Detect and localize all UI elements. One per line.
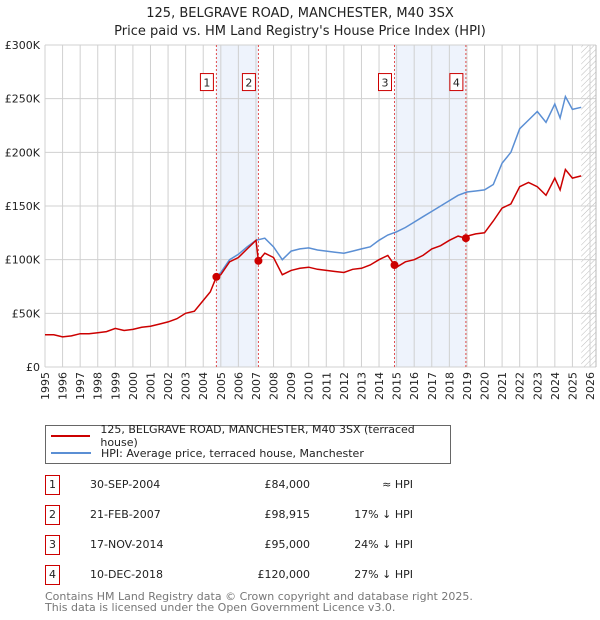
x-tick-label: 2025 xyxy=(566,372,579,400)
x-tick-label: 2017 xyxy=(426,372,439,400)
x-tick-label: 1996 xyxy=(57,372,70,400)
x-tick-label: 2011 xyxy=(320,372,333,400)
x-tick-label: 2015 xyxy=(391,372,404,400)
x-tick-label: 2023 xyxy=(531,372,544,400)
sale-label-number: 4 xyxy=(453,77,460,90)
x-tick-label: 1998 xyxy=(92,372,105,400)
x-tick-label: 2018 xyxy=(443,372,456,400)
hpi-comparison: 27% ↓ HPI xyxy=(354,568,413,581)
sale-label-number: 3 xyxy=(382,77,389,90)
legend-item-hpi: HPI: Average price, terraced house, Manc… xyxy=(51,445,364,461)
legend-label: 125, BELGRAVE ROAD, MANCHESTER, M40 3SX … xyxy=(100,423,415,449)
x-tick-label: 2010 xyxy=(303,372,316,400)
y-tick-label: £250K xyxy=(5,93,41,106)
x-tick-label: 2009 xyxy=(285,372,298,400)
y-tick-label: £50K xyxy=(12,307,41,320)
x-tick-label: 2004 xyxy=(197,372,210,400)
y-tick-label: £200K xyxy=(5,146,41,159)
legend-item-property: 125, BELGRAVE ROAD, MANCHESTER, M40 3SX … xyxy=(51,423,450,449)
sale-date: 10-DEC-2018 xyxy=(90,568,164,581)
legend-swatch-blue xyxy=(51,452,91,454)
price-chart: 1995 1996 1997 1998 1999 2000 2001 2002 2003 2004… xyxy=(5,39,597,400)
sale-label-box xyxy=(199,73,214,92)
x-tick-label: 2024 xyxy=(549,372,562,400)
sale-date: 21-FEB-2007 xyxy=(90,508,161,521)
sale-point xyxy=(390,261,399,270)
sale-price: £84,000 xyxy=(264,478,311,491)
legend: 125, BELGRAVE ROAD, MANCHESTER, M40 3SX … xyxy=(45,423,451,464)
x-tick-label: 2021 xyxy=(496,372,509,400)
x-tick-label: 2020 xyxy=(479,372,492,400)
x-tick-label: 2001 xyxy=(144,372,157,400)
chart-subtitle: Price paid vs. HM Land Registry's House … xyxy=(114,24,486,39)
y-tick-label: £150K xyxy=(5,200,41,213)
x-tick-label: 1995 xyxy=(39,372,52,400)
sale-price: £120,000 xyxy=(257,568,311,581)
x-tick-label: 1997 xyxy=(74,372,87,400)
transaction-row: 1 30-SEP-2004 £84,000 ≈ HPI xyxy=(45,475,465,495)
x-tick-label: 2002 xyxy=(162,372,175,400)
x-tick-label: 2022 xyxy=(514,372,527,400)
sale-point xyxy=(254,256,263,265)
x-tick-label: 2014 xyxy=(373,372,386,400)
x-tick-label: 2000 xyxy=(127,372,140,400)
sale-point xyxy=(461,234,470,243)
sale-price: £95,000 xyxy=(264,538,311,551)
chart-title: 125, BELGRAVE ROAD, MANCHESTER, M40 3SX xyxy=(146,6,454,21)
x-tick-label: 2006 xyxy=(232,372,245,400)
x-tick-label: 2008 xyxy=(268,372,281,400)
hpi-comparison: 24% ↓ HPI xyxy=(354,538,413,551)
footer-licence: This data is licensed under the Open Gov… xyxy=(45,601,396,614)
sale-number-badge: 2 xyxy=(45,505,60,525)
y-tick-label: £100K xyxy=(5,254,41,267)
x-tick-label: 1999 xyxy=(109,372,122,400)
x-tick-label: 2013 xyxy=(355,372,368,400)
hpi-comparison: 17% ↓ HPI xyxy=(354,508,413,521)
x-tick-label: 2012 xyxy=(338,372,351,400)
legend-label: HPI: Average price, terraced house, Manc… xyxy=(101,446,364,460)
sale-label-box xyxy=(449,73,464,92)
sale-date: 30-SEP-2004 xyxy=(90,478,161,491)
sale-label-number: 1 xyxy=(203,77,210,90)
footer-copyright: Contains HM Land Registry data © Crown c… xyxy=(45,590,473,603)
x-tick-label: 2019 xyxy=(461,372,474,400)
transaction-row: 3 17-NOV-2014 £95,000 24% ↓ HPI xyxy=(45,535,465,555)
sale-point xyxy=(212,272,221,281)
sale-label-box xyxy=(241,73,256,92)
sale-price: £98,915 xyxy=(264,508,311,521)
x-tick-label: 2005 xyxy=(215,372,228,400)
x-tick-label: 2026 xyxy=(584,372,597,400)
y-tick-label: £300K xyxy=(5,39,41,52)
hpi-comparison: ≈ HPI xyxy=(382,478,413,491)
legend-swatch-red xyxy=(51,435,91,437)
sale-label-number: 2 xyxy=(245,77,252,90)
x-tick-label: 2007 xyxy=(250,372,263,400)
y-tick-label: £0 xyxy=(26,361,40,374)
transaction-row: 2 21-FEB-2007 £98,915 17% ↓ HPI xyxy=(45,505,465,525)
price-paid-line xyxy=(45,167,582,338)
x-tick-label: 2003 xyxy=(180,372,193,400)
sale-label-box xyxy=(378,73,393,92)
x-tick-label: 2016 xyxy=(408,372,421,400)
transaction-row: 4 10-DEC-2018 £120,000 27% ↓ HPI xyxy=(45,565,465,585)
sale-number-badge: 3 xyxy=(45,535,60,555)
sale-date: 17-NOV-2014 xyxy=(90,538,164,551)
sale-number-badge: 4 xyxy=(45,565,60,585)
sale-number-badge: 1 xyxy=(45,475,60,495)
hpi-line xyxy=(215,94,582,278)
